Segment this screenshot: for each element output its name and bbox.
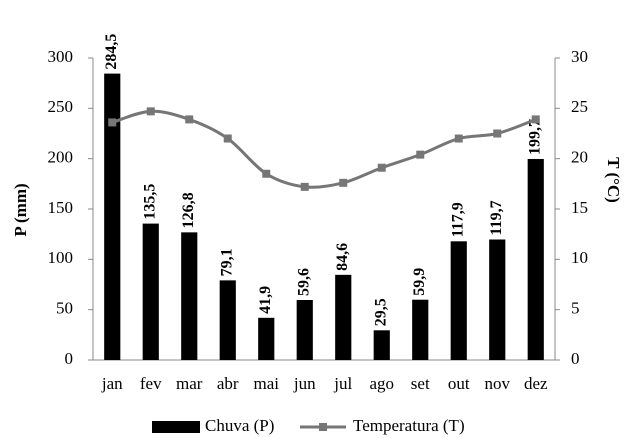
line-marker: [146, 107, 155, 116]
value-label: 59,6: [295, 268, 312, 296]
y-tick-label: 250: [48, 97, 74, 116]
y2-tick-label: 20: [571, 148, 588, 167]
y2-tick-label: 10: [571, 248, 588, 267]
bar: [527, 158, 544, 360]
line-marker: [185, 115, 194, 124]
line-marker: [377, 163, 386, 172]
y2-axis-label: T (°C): [604, 157, 623, 203]
y2-tick-label: 0: [571, 349, 580, 368]
x-tick-label: jan: [101, 374, 123, 393]
value-label: 84,6: [334, 243, 351, 271]
value-label: 79,1: [218, 248, 235, 276]
line-marker: [262, 169, 271, 178]
value-label: 59,9: [411, 268, 428, 296]
value-label: 119,7: [488, 200, 505, 235]
bar: [335, 274, 352, 360]
x-tick-label: fev: [140, 374, 162, 393]
value-label: 29,5: [372, 298, 389, 326]
x-tick-label: set: [411, 374, 430, 393]
line: [111, 109, 537, 189]
value-label: 135,5: [141, 184, 158, 220]
value-label: 284,5: [103, 34, 120, 70]
line-marker: [339, 178, 348, 187]
bar: [296, 300, 313, 360]
x-tick-label: out: [448, 374, 470, 393]
x-tick-label: ago: [369, 374, 394, 393]
x-tick-label: mar: [176, 374, 203, 393]
x-tick-label: abr: [217, 374, 239, 393]
value-label: 199,7: [526, 119, 543, 155]
x-tick-label: mai: [254, 374, 280, 393]
y-tick-label: 150: [48, 198, 74, 217]
value-label: 126,8: [180, 192, 197, 228]
legend-swatch: [152, 421, 200, 433]
y-axis-label: P (mm): [11, 183, 30, 236]
line-marker: [416, 150, 425, 159]
bar: [219, 280, 236, 360]
bar: [142, 223, 159, 360]
y2-tick-label: 5: [571, 299, 580, 318]
x-tick-label: jul: [333, 374, 352, 393]
y-tick-label: 300: [48, 47, 74, 66]
line-marker: [531, 115, 540, 124]
value-label: 117,9: [449, 202, 466, 237]
value-label: 41,9: [257, 286, 274, 314]
legend-swatch: [319, 423, 327, 431]
x-tick-label: jun: [293, 374, 316, 393]
bar: [450, 241, 467, 360]
y-tick-label: 100: [48, 248, 74, 267]
x-tick-label: nov: [485, 374, 511, 393]
x-tick-label: dez: [524, 374, 548, 393]
y2-tick-label: 15: [571, 198, 588, 217]
y2-tick-label: 30: [571, 47, 588, 66]
y-tick-label: 200: [48, 148, 74, 167]
legend-label: Temperatura (T): [353, 416, 465, 435]
line-marker: [108, 118, 117, 127]
bar: [412, 299, 429, 360]
bar: [181, 232, 198, 360]
bar: [104, 73, 121, 360]
line-marker: [493, 129, 502, 138]
y2-tick-label: 25: [571, 97, 588, 116]
line-marker: [223, 134, 232, 143]
line-marker: [300, 182, 309, 191]
bar: [489, 239, 506, 360]
bar: [258, 317, 275, 360]
y-tick-label: 0: [65, 349, 74, 368]
line-marker: [454, 134, 463, 143]
bar: [373, 330, 390, 360]
legend-label: Chuva (P): [205, 416, 274, 435]
y-tick-label: 50: [56, 299, 73, 318]
